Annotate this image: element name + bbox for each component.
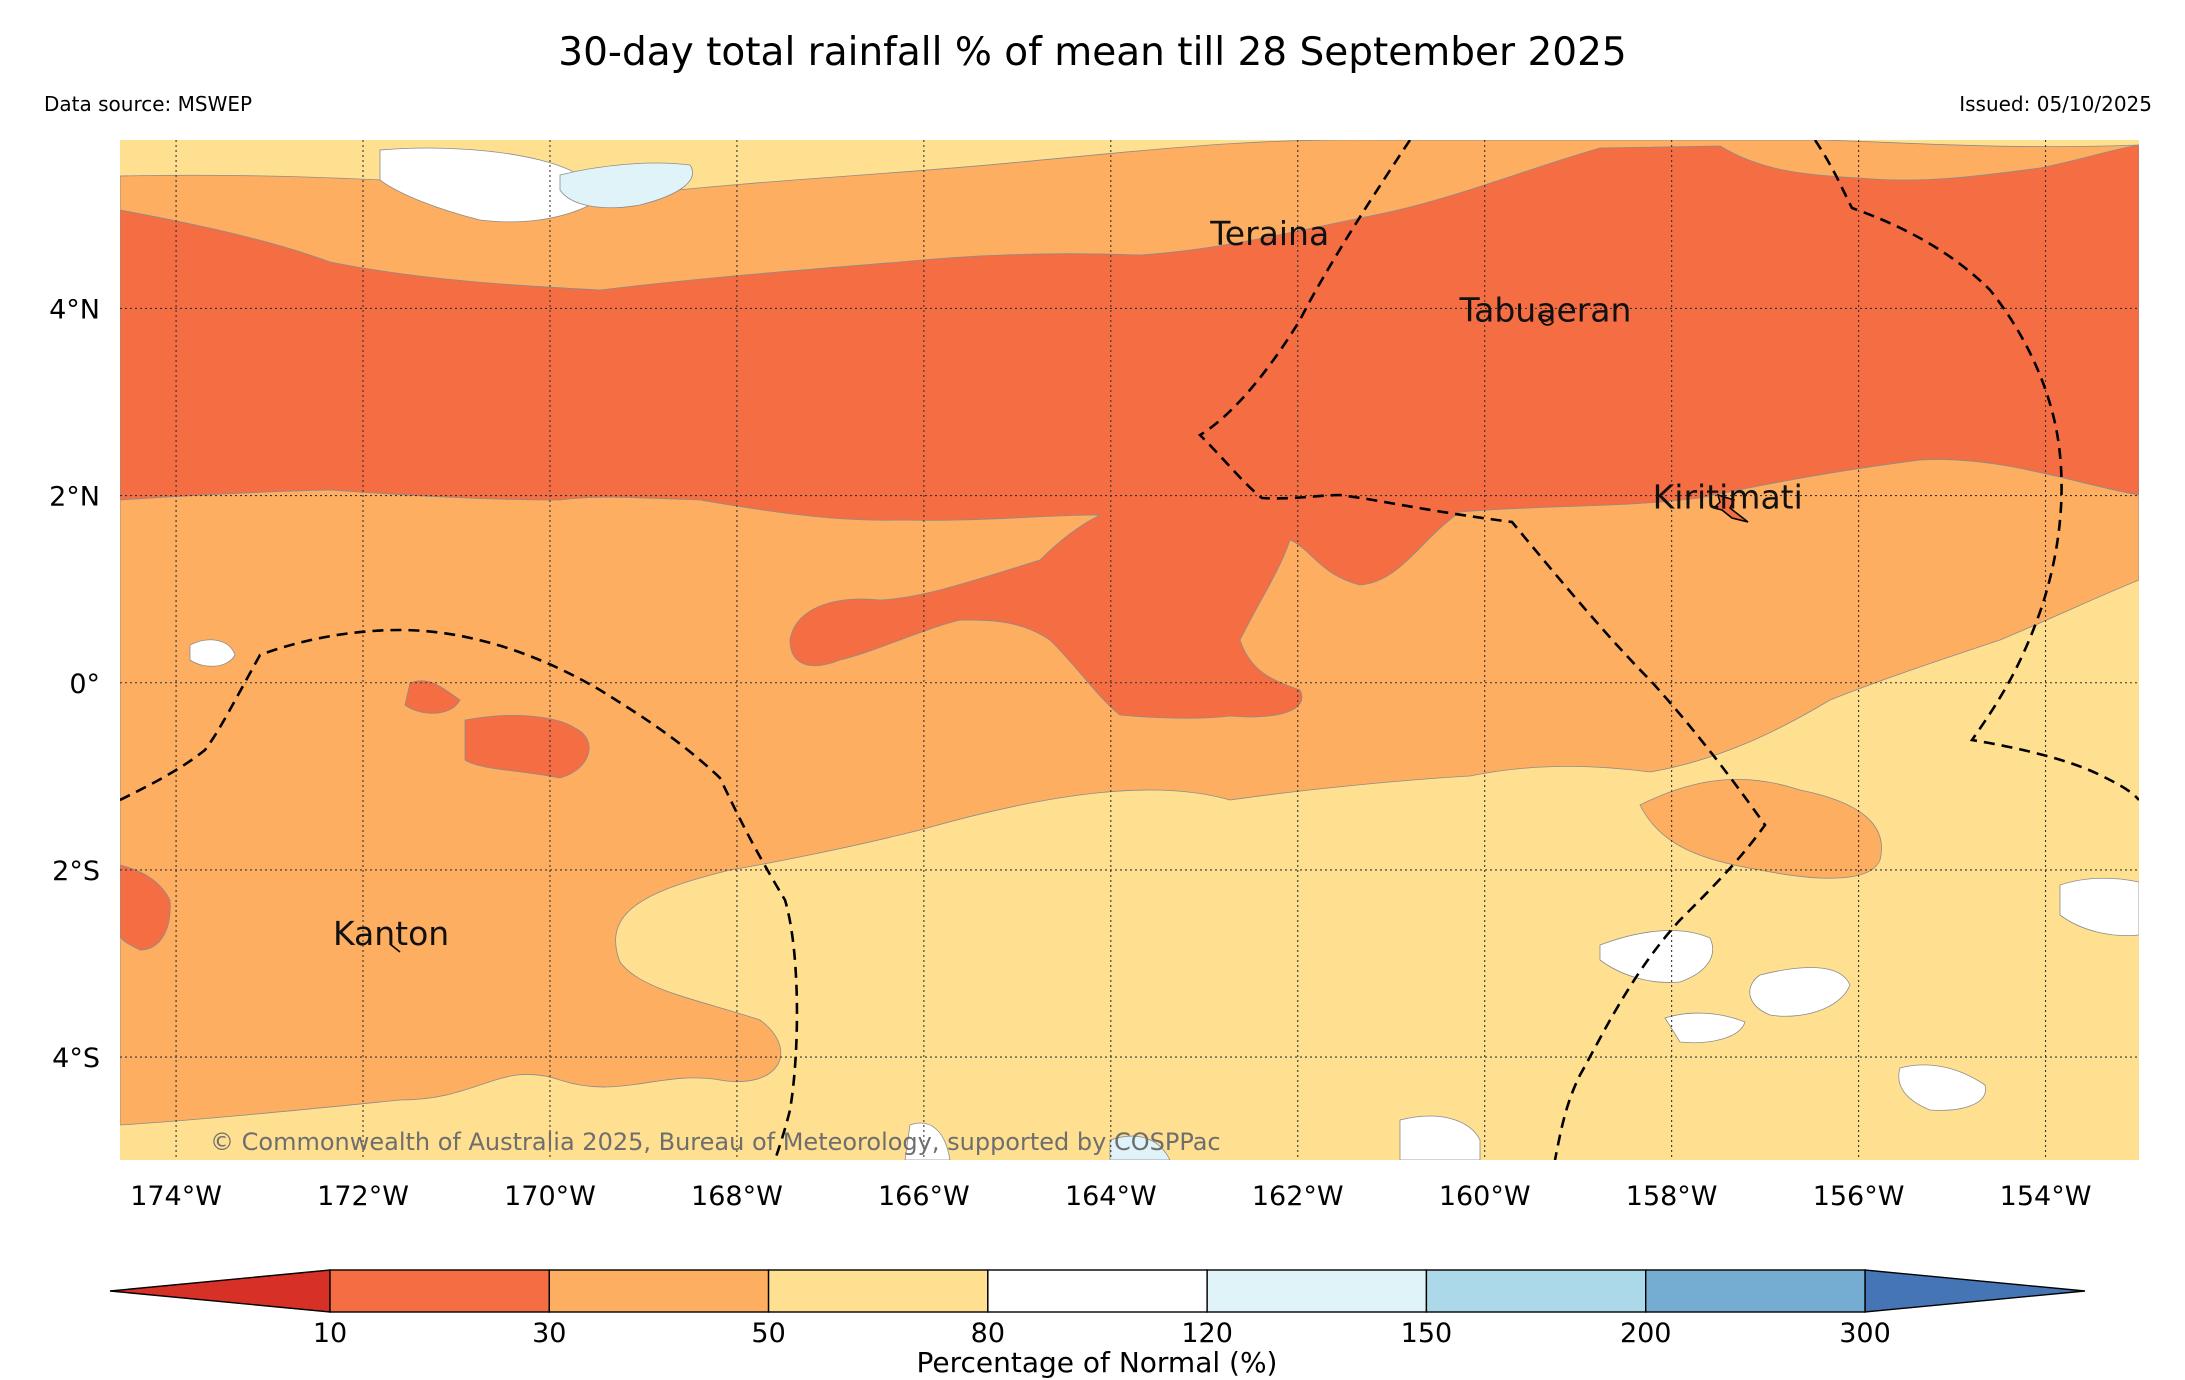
latitude-tick-label: 4°N [49, 294, 100, 325]
colorbar-swatch [1425, 1269, 1647, 1313]
colorbar-over-triangle [1864, 1269, 2086, 1313]
longitude-tick-label: 174°W [130, 1181, 222, 1212]
copyright-notice: © Commonwealth of Australia 2025, Bureau… [210, 1128, 1221, 1156]
band-10-30 [120, 144, 2139, 719]
graticule [120, 140, 2139, 1160]
kanton-island-outline [389, 943, 401, 953]
longitude-tick-labels: 174°W 172°W 170°W 168°W 166°W 164°W 162°W 160°W… [130, 1181, 2091, 1212]
longitude-tick-label: 158°W [1626, 1181, 1718, 1212]
colorbar-tick-label: 80 [971, 1318, 1005, 1349]
band-10-30-patch [120, 864, 171, 951]
place-label: Kanton [333, 914, 449, 953]
eez-boundary-line-islands [1197, 140, 1767, 1160]
longitude-tick-label: 166°W [878, 1181, 970, 1212]
place-label: Teraina [1209, 214, 1329, 253]
latitude-tick-label: 4°S [52, 1043, 100, 1074]
eez-boundary-kanton [120, 628, 799, 1160]
longitude-tick-label: 154°W [2000, 1181, 2092, 1212]
issued-date: Issued: 05/10/2025 [1959, 92, 2152, 116]
longitude-tick-label: 170°W [504, 1181, 596, 1212]
colorbar-swatch [548, 1269, 770, 1313]
data-source: Data source: MSWEP [44, 92, 253, 116]
latitude-tick-label: 0° [69, 669, 100, 700]
colorbar-swatch [329, 1269, 550, 1313]
tabuaeran-island-outline [1540, 314, 1554, 326]
colorbar-tick-label: 200 [1620, 1318, 1672, 1349]
eez-boundaries [120, 140, 2139, 1160]
band-80-120-patch [1399, 1115, 1481, 1160]
band-120-150-patch [1109, 1135, 1171, 1160]
place-label: Kiritimati [1653, 478, 1803, 517]
band-120-150-patch [559, 162, 693, 209]
place-labels: Teraina Tabuaeran Kiritimati Kanton [333, 214, 1803, 953]
band-80-120-patch [2059, 877, 2139, 936]
colorbar-tick-label: 300 [1839, 1318, 1891, 1349]
colorbar-swatch [987, 1269, 1208, 1313]
colorbar-swatch [1645, 1269, 1866, 1313]
band-80-120-patch [189, 639, 236, 667]
colorbar-tick-label: 10 [313, 1318, 347, 1349]
band-80-120-patch [1898, 1064, 1986, 1111]
band-80-120-patch [1599, 930, 1713, 983]
colorbar-swatch [1206, 1269, 1428, 1313]
chart-title: 30-day total rainfall % of mean till 28 … [558, 30, 1627, 75]
longitude-tick-label: 156°W [1813, 1181, 1905, 1212]
band-10-30-patch [404, 680, 461, 714]
colorbar: 10 30 50 80 120 150 200 300 Percentage of Normal… [109, 1269, 2086, 1379]
latitude-tick-label: 2°S [52, 856, 100, 887]
band-10-30-patch [464, 715, 590, 779]
kiritimati-island-outline [1712, 493, 1749, 523]
colorbar-swatch [767, 1269, 989, 1313]
longitude-tick-label: 162°W [1252, 1181, 1344, 1212]
place-label: Tabuaeran [1458, 291, 1631, 330]
colorbar-tick-label: 30 [532, 1318, 566, 1349]
longitude-tick-label: 160°W [1439, 1181, 1531, 1212]
colorbar-tick-label: 120 [1181, 1318, 1233, 1349]
colorbar-under-triangle [109, 1269, 331, 1313]
longitude-tick-label: 172°W [317, 1181, 409, 1212]
band-80-120-patch [1749, 967, 1851, 1017]
longitude-tick-label: 168°W [691, 1181, 783, 1212]
band-80-120-patch [1664, 1012, 1746, 1044]
longitude-tick-label: 164°W [1065, 1181, 1157, 1212]
colorbar-label: Percentage of Normal (%) [917, 1346, 1278, 1379]
map-field: Teraina Tabuaeran Kiritimati Kanton © Commo… [120, 140, 2139, 1160]
colorbar-tick-label: 50 [751, 1318, 785, 1349]
band-80-120-patch [904, 1122, 951, 1160]
latitude-tick-label: 2°N [49, 482, 100, 513]
latitude-tick-labels: 4°N 2°N 0° 2°S 4°S [49, 294, 100, 1074]
colorbar-tick-label: 150 [1401, 1318, 1453, 1349]
